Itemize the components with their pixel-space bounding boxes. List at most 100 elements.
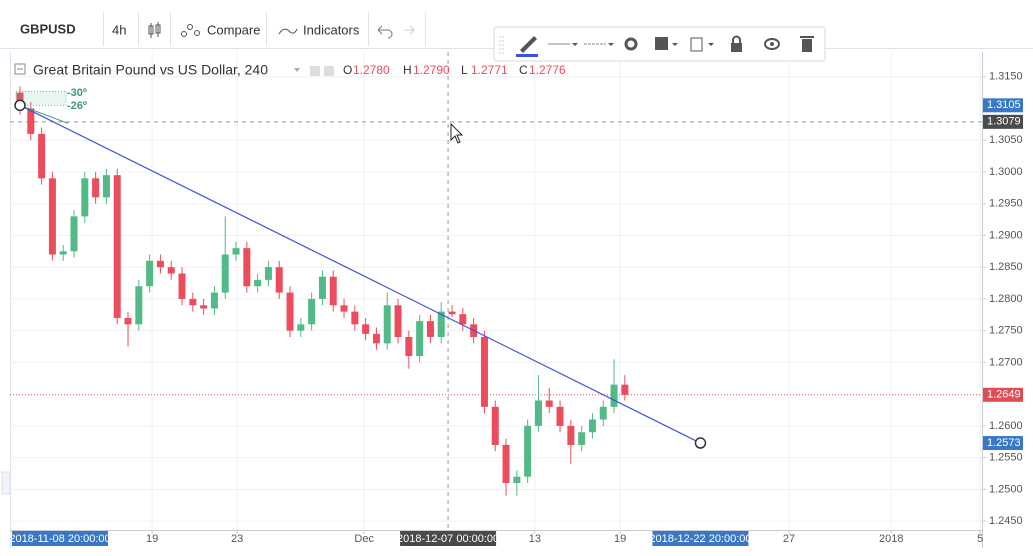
trend-start-price: 1.3105 xyxy=(987,99,1021,111)
legend-icon[interactable] xyxy=(310,66,320,76)
legend-o-label: O xyxy=(343,63,352,77)
trend-line-handle xyxy=(694,437,707,449)
compare-button[interactable]: Compare xyxy=(207,22,260,37)
redo-button[interactable] xyxy=(404,25,415,35)
candle-body xyxy=(178,273,186,299)
x-tick-label: 19 xyxy=(614,533,626,545)
candle-body xyxy=(308,298,316,325)
candle-body xyxy=(502,444,510,484)
dropdown-arrow xyxy=(672,43,678,46)
y-tick-label: 1.2750 xyxy=(989,325,1023,337)
drawing-toolbar xyxy=(493,26,826,62)
candle-body xyxy=(545,400,553,407)
clone-button[interactable] xyxy=(690,37,703,52)
angle-ray xyxy=(19,104,69,124)
legend-l: 1.2771 xyxy=(471,63,508,77)
undo-button[interactable] xyxy=(377,25,393,39)
candle-body xyxy=(210,292,218,309)
candle-body xyxy=(405,337,413,357)
legend-o: 1.2780 xyxy=(353,63,390,77)
candle-body xyxy=(437,311,445,338)
trend-line xyxy=(19,104,701,444)
candle-body xyxy=(513,476,521,484)
candle-body xyxy=(124,317,132,325)
interval-button[interactable]: 4h xyxy=(112,22,126,37)
legend-c-label: C xyxy=(519,63,528,77)
candle-body xyxy=(340,305,348,312)
trend-start-time: 2018-11-08 20:00:00 xyxy=(9,533,110,545)
collapse-legend-icon[interactable] xyxy=(14,63,26,75)
lock-button xyxy=(732,35,741,43)
candle-body xyxy=(534,400,542,426)
x-tick-label: 19 xyxy=(146,533,158,545)
legend-c: 1.2776 xyxy=(529,63,566,77)
mouse-cursor xyxy=(450,122,464,144)
y-tick-label: 1.2500 xyxy=(989,483,1023,495)
legend-h: 1.2790 xyxy=(413,63,450,77)
y-tick-label: 1.3050 xyxy=(989,134,1023,146)
candle-body xyxy=(254,279,262,287)
collapse-handle[interactable] xyxy=(1,471,11,495)
line-color-button[interactable] xyxy=(520,36,537,53)
candle-body xyxy=(81,178,89,217)
compare-icon[interactable] xyxy=(181,24,200,37)
last-price-label-bg xyxy=(983,387,1023,402)
last-price-label: 1.2649 xyxy=(987,389,1021,401)
y-tick-label: 1.2800 xyxy=(989,293,1023,305)
candle-body xyxy=(480,337,488,407)
trend-end-time-bg xyxy=(652,531,749,546)
candle-body xyxy=(92,178,100,198)
candle-body xyxy=(567,425,575,445)
x-tick-label: 27 xyxy=(783,533,795,545)
candle-body xyxy=(102,175,110,198)
candle-body xyxy=(27,108,35,134)
y-tick-label: 1.3000 xyxy=(989,166,1023,178)
x-tick-label: 2018 xyxy=(879,533,903,545)
indicators-icon[interactable] xyxy=(278,28,298,35)
candle-body xyxy=(524,425,532,477)
hide-button xyxy=(770,42,774,46)
trend-end-price-bg xyxy=(983,436,1023,451)
drag-handle[interactable] xyxy=(499,36,504,54)
legend-h-label: H xyxy=(403,63,412,77)
dropdown-arrow xyxy=(572,43,578,46)
candle-body xyxy=(426,321,434,338)
candle-body xyxy=(48,178,56,255)
candle-body xyxy=(491,406,499,445)
candle-body xyxy=(189,298,197,306)
indicators-button[interactable]: Indicators xyxy=(303,22,360,37)
crosshair-time-label-bg xyxy=(400,531,497,546)
candle-body xyxy=(599,406,607,420)
line-color-swatch xyxy=(516,54,538,57)
candle-body xyxy=(286,292,294,331)
hide-button[interactable] xyxy=(764,38,780,50)
candle-body xyxy=(297,324,305,331)
y-tick-label: 1.2950 xyxy=(989,198,1023,210)
candle-body xyxy=(113,175,121,318)
visual-order-button[interactable] xyxy=(655,37,668,50)
legend-icon[interactable] xyxy=(324,66,334,76)
lock-button[interactable] xyxy=(731,43,742,52)
y-tick-label: 1.2850 xyxy=(989,261,1023,273)
candle-body xyxy=(232,248,240,255)
candle-body xyxy=(318,276,326,299)
symbol-button[interactable]: GBPUSD xyxy=(20,21,76,36)
angle-box xyxy=(15,90,67,106)
x-tick-label: Dec xyxy=(354,533,374,545)
y-tick-label: 1.2550 xyxy=(989,452,1023,464)
candle-body xyxy=(156,260,164,268)
candle-body xyxy=(448,311,456,315)
dropdown-arrow xyxy=(608,43,614,46)
candle-body xyxy=(459,314,467,325)
candle-body xyxy=(275,267,283,293)
candle-body xyxy=(70,216,78,252)
candle-body xyxy=(200,305,208,309)
trend-line-handle xyxy=(14,99,26,112)
dropdown-arrow xyxy=(708,43,714,46)
delete-button[interactable] xyxy=(802,39,812,52)
legend-title: Great Britain Pound vs US Dollar, 240 xyxy=(33,62,268,78)
legend-menu-icon[interactable] xyxy=(294,68,300,72)
candle-body xyxy=(135,286,143,325)
settings-button[interactable] xyxy=(624,37,638,51)
chart-style-button[interactable] xyxy=(148,22,161,38)
